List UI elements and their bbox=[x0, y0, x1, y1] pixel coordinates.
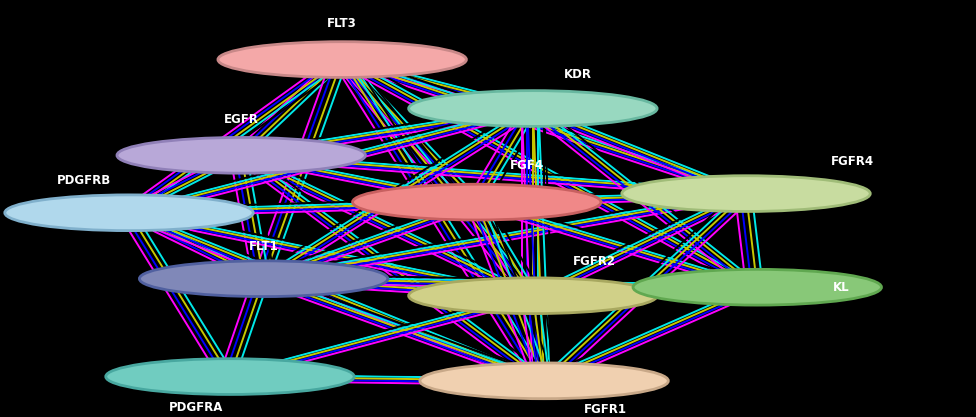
Text: FLT1: FLT1 bbox=[249, 240, 278, 253]
Text: FGFR4: FGFR4 bbox=[831, 155, 874, 168]
Ellipse shape bbox=[5, 195, 253, 231]
Ellipse shape bbox=[409, 278, 657, 314]
Ellipse shape bbox=[105, 359, 354, 394]
Ellipse shape bbox=[218, 42, 467, 78]
Ellipse shape bbox=[140, 261, 387, 296]
Ellipse shape bbox=[409, 90, 657, 126]
Text: EGFR: EGFR bbox=[224, 113, 259, 126]
Text: KL: KL bbox=[834, 281, 850, 294]
Ellipse shape bbox=[420, 363, 669, 399]
Ellipse shape bbox=[117, 138, 365, 173]
Text: FGFR2: FGFR2 bbox=[573, 255, 616, 268]
Text: KDR: KDR bbox=[564, 68, 591, 81]
Text: FGFR1: FGFR1 bbox=[585, 403, 628, 416]
Ellipse shape bbox=[622, 176, 871, 211]
Text: FLT3: FLT3 bbox=[327, 17, 357, 30]
Text: PDGFRB: PDGFRB bbox=[57, 174, 111, 187]
Text: FGF4: FGF4 bbox=[510, 159, 545, 173]
Text: PDGFRA: PDGFRA bbox=[169, 401, 224, 414]
Ellipse shape bbox=[352, 184, 601, 220]
Ellipse shape bbox=[633, 269, 881, 305]
